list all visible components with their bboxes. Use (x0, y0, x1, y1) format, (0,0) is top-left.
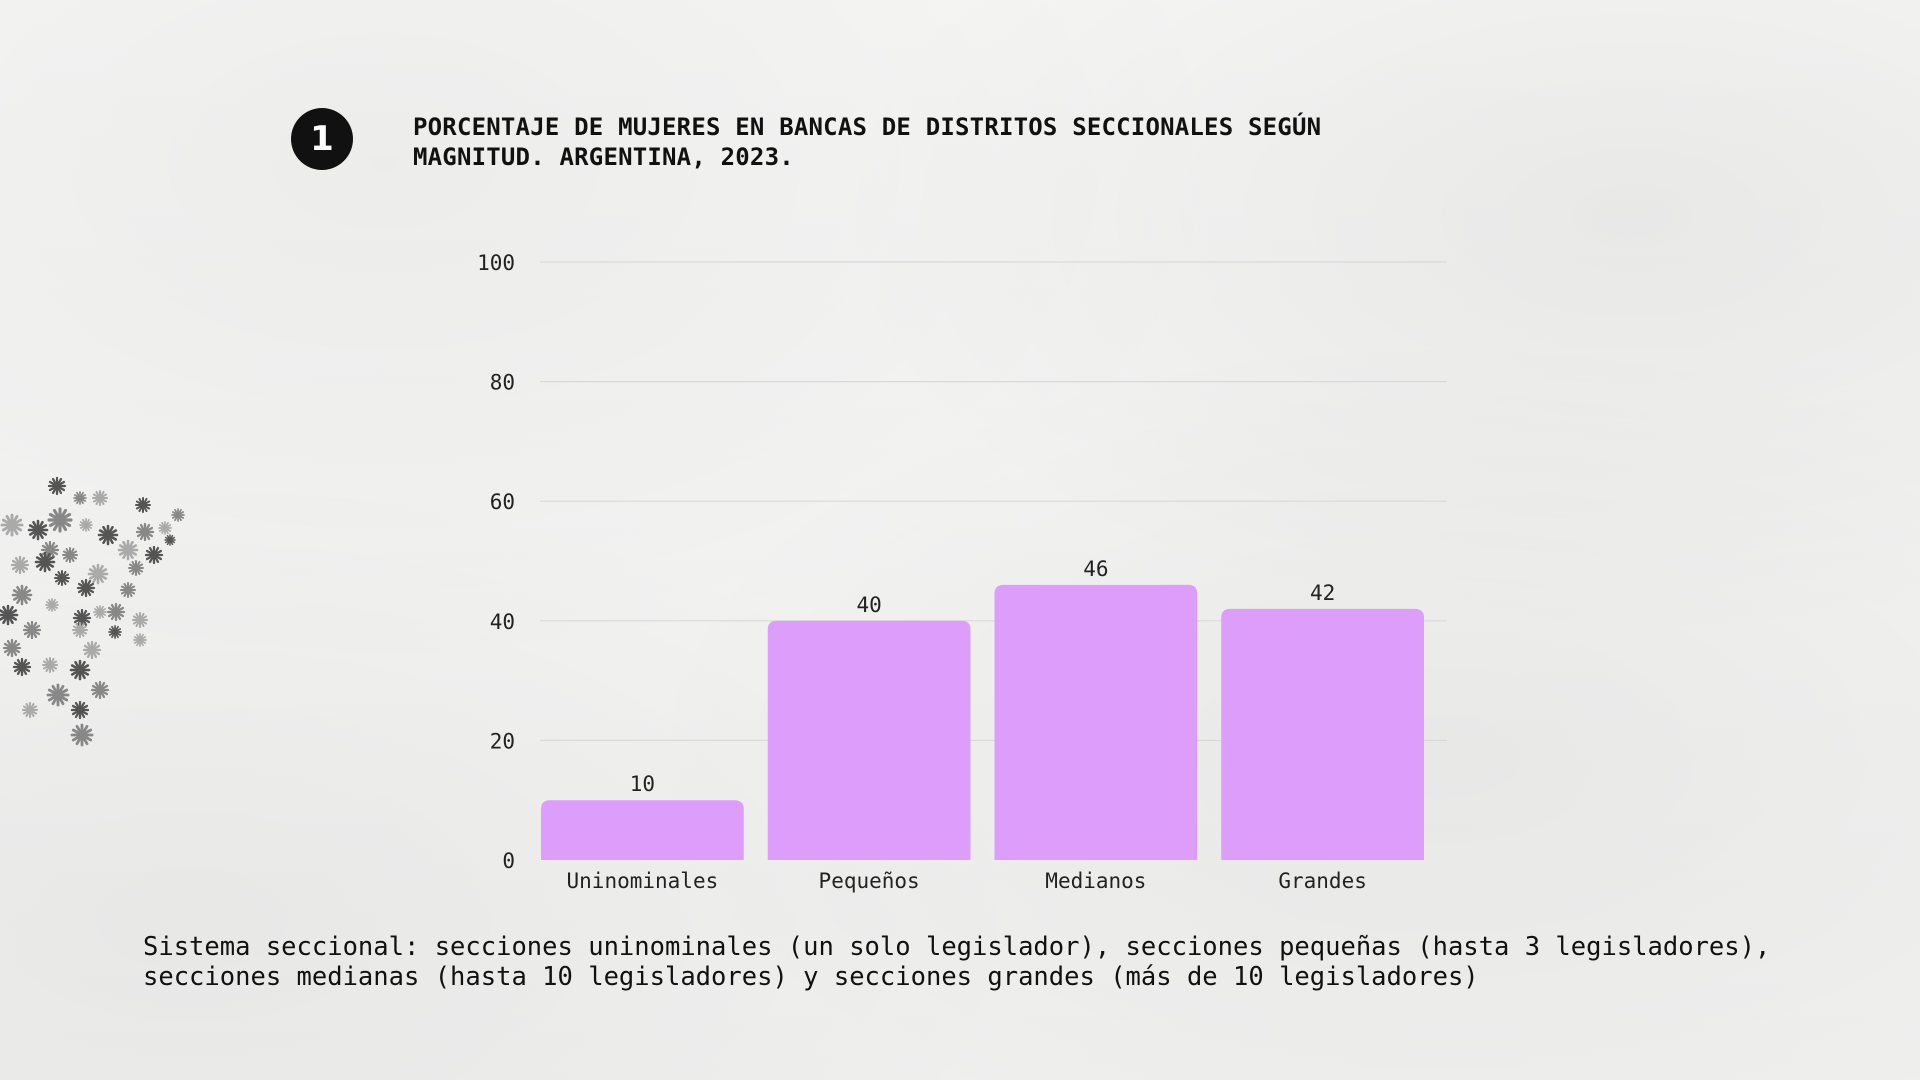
flower-icon (132, 612, 148, 628)
y-tick-label: 60 (490, 490, 515, 514)
chart-caption: Sistema seccional: secciones uninominale… (143, 932, 1903, 992)
flower-icon (171, 508, 185, 522)
chart-title: PORCENTAJE DE MUJERES EN BANCAS DE DISTR… (413, 112, 1413, 172)
data-label: 40 (856, 593, 881, 617)
flower-icon (120, 582, 136, 598)
flower-icon (70, 700, 90, 720)
flower-icon (117, 539, 139, 561)
flower-icon (90, 680, 110, 700)
flower-icon (27, 519, 49, 541)
flower-icon (62, 547, 78, 563)
flower-icon (135, 497, 151, 513)
flower-icon (76, 578, 96, 598)
data-label: 46 (1083, 557, 1108, 581)
y-tick-label: 100 (477, 251, 515, 275)
flower-icon (135, 522, 155, 542)
chart-title-line-1: PORCENTAJE DE MUJERES EN BANCAS DE DISTR… (413, 113, 1322, 141)
flower-icon (45, 598, 59, 612)
caption-line-2: secciones medianas (hasta 10 legisladore… (143, 962, 1479, 992)
flower-icon (54, 570, 70, 586)
chart-number-badge: 1 (291, 108, 353, 170)
flower-icon (106, 602, 126, 622)
x-tick-label: Pequeños (819, 869, 920, 893)
flower-icon (164, 534, 176, 546)
flower-icon (42, 657, 58, 673)
flower-icon (133, 633, 147, 647)
asterisk-flower-cluster-icon (0, 476, 185, 747)
bar-uninominales (541, 800, 744, 860)
flower-icon (69, 659, 91, 681)
caption-line-1: Sistema seccional: secciones uninominale… (143, 932, 1771, 962)
flower-icon (34, 551, 56, 573)
flower-icon (0, 513, 24, 537)
y-tick-label: 40 (490, 610, 515, 634)
chart-title-line-2: MAGNITUD. ARGENTINA, 2023. (413, 143, 794, 171)
flower-icon (108, 625, 122, 639)
flower-icon (11, 584, 33, 606)
flower-icon (87, 563, 109, 585)
flower-icon (73, 491, 87, 505)
flower-icon (10, 555, 30, 575)
flower-icon (47, 476, 67, 496)
data-label: 10 (630, 772, 655, 796)
bar-grandes (1221, 608, 1424, 860)
flower-icon (72, 622, 88, 638)
x-tick-label: Grandes (1278, 869, 1367, 893)
flower-icon (79, 518, 93, 532)
flower-icon (93, 605, 107, 619)
flower-icon (22, 702, 38, 718)
y-tick-label: 20 (490, 729, 515, 753)
bar-medianos (994, 584, 1198, 860)
flower-icon (0, 604, 19, 626)
bar-pequeños (767, 620, 971, 860)
flower-icon (46, 683, 70, 707)
flower-icon (144, 545, 164, 565)
flower-icon (128, 560, 144, 576)
x-tick-label: Medianos (1045, 869, 1146, 893)
flower-icon (92, 490, 108, 506)
data-label: 42 (1310, 581, 1335, 605)
flower-icon (158, 521, 172, 535)
flower-icon (97, 524, 119, 546)
flower-icon (47, 507, 73, 533)
flower-icon (2, 638, 22, 658)
y-tick-label: 0 (502, 849, 515, 873)
chart-number: 1 (310, 119, 334, 159)
flower-icon (12, 657, 32, 677)
flower-icon (70, 723, 94, 747)
y-tick-label: 80 (490, 371, 515, 395)
x-tick-label: Uninominales (567, 869, 719, 893)
flower-icon (22, 620, 42, 640)
flower-icon (82, 640, 102, 660)
